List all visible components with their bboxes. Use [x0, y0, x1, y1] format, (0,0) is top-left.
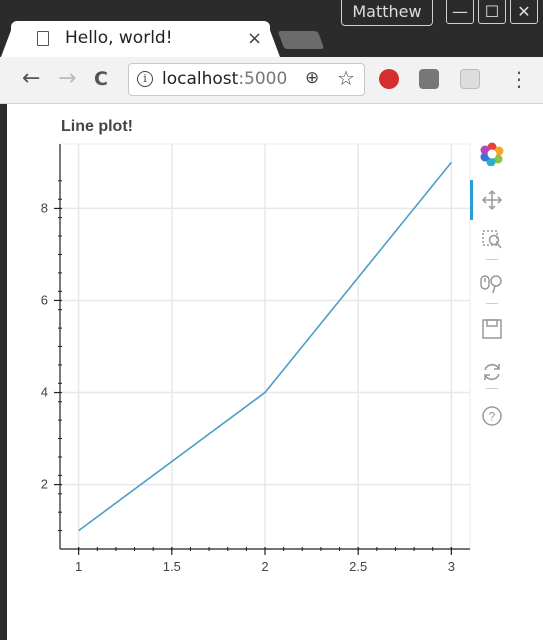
- bookmark-star-icon[interactable]: ☆: [337, 66, 355, 90]
- ublock-extension-icon[interactable]: [379, 69, 399, 89]
- forward-icon[interactable]: →: [58, 66, 77, 91]
- back-icon[interactable]: ←: [22, 66, 41, 91]
- svg-text:?: ?: [489, 410, 496, 424]
- x-tick-label: 2.5: [349, 559, 367, 574]
- page-icon: [37, 31, 49, 46]
- url-host: localhost: [162, 69, 239, 89]
- active-tool-indicator: [470, 180, 473, 220]
- tab-title: Hello, world!: [65, 28, 173, 48]
- extension-b-icon[interactable]: [460, 69, 480, 89]
- tool-separator: [486, 259, 498, 260]
- x-tick-label: 3: [448, 559, 455, 574]
- wheel-zoom-icon[interactable]: [480, 272, 504, 296]
- address-bar[interactable]: i localhost:5000 ⊕ ☆: [128, 63, 365, 96]
- bokeh-logo-icon[interactable]: [480, 142, 504, 166]
- series-line: [78, 161, 452, 532]
- tab-active[interactable]: Hello, world! ×: [1, 21, 280, 57]
- title-bar: Matthew — ☐ ✕ Hello, world! ×: [0, 0, 543, 58]
- y-tick-label: 4: [41, 385, 48, 400]
- url-text[interactable]: localhost:5000: [162, 69, 287, 89]
- new-tab-button[interactable]: [277, 31, 325, 49]
- menu-icon[interactable]: ⋮: [509, 67, 529, 91]
- line-plot[interactable]: 1 1.5 2 2.5 3 2 4 6 8: [7, 104, 477, 574]
- page-viewport: Line plot! 1 1.5 2 2.5 3 2 4 6 8: [7, 104, 543, 640]
- pan-icon[interactable]: [480, 188, 504, 212]
- x-tick-label: 1.5: [163, 559, 181, 574]
- minimize-button[interactable]: —: [446, 0, 474, 24]
- info-icon[interactable]: i: [137, 71, 153, 87]
- extension-icon[interactable]: [419, 69, 439, 89]
- browser-toolbar: ← → C i localhost:5000 ⊕ ☆ ⋮: [0, 57, 543, 104]
- y-tick-label: 6: [41, 292, 48, 307]
- reload-icon[interactable]: C: [94, 68, 108, 90]
- tool-separator: [486, 388, 498, 389]
- zoom-icon[interactable]: ⊕: [305, 68, 320, 88]
- save-icon[interactable]: [480, 317, 504, 341]
- tab-close-icon[interactable]: ×: [247, 28, 263, 49]
- plot-title: Line plot!: [61, 118, 133, 135]
- x-tick-label: 1: [75, 559, 82, 574]
- x-tick-label: 2: [261, 559, 268, 574]
- y-tick-label: 2: [41, 477, 48, 492]
- maximize-button[interactable]: ☐: [478, 0, 506, 24]
- help-icon[interactable]: ?: [480, 404, 504, 428]
- tool-separator: [486, 303, 498, 304]
- y-tick-label: 8: [41, 200, 48, 215]
- box-zoom-icon[interactable]: [480, 228, 504, 252]
- url-port: :5000: [238, 69, 288, 89]
- profile-button[interactable]: Matthew: [341, 0, 433, 26]
- reset-icon[interactable]: [480, 360, 504, 384]
- close-window-button[interactable]: ✕: [510, 0, 538, 24]
